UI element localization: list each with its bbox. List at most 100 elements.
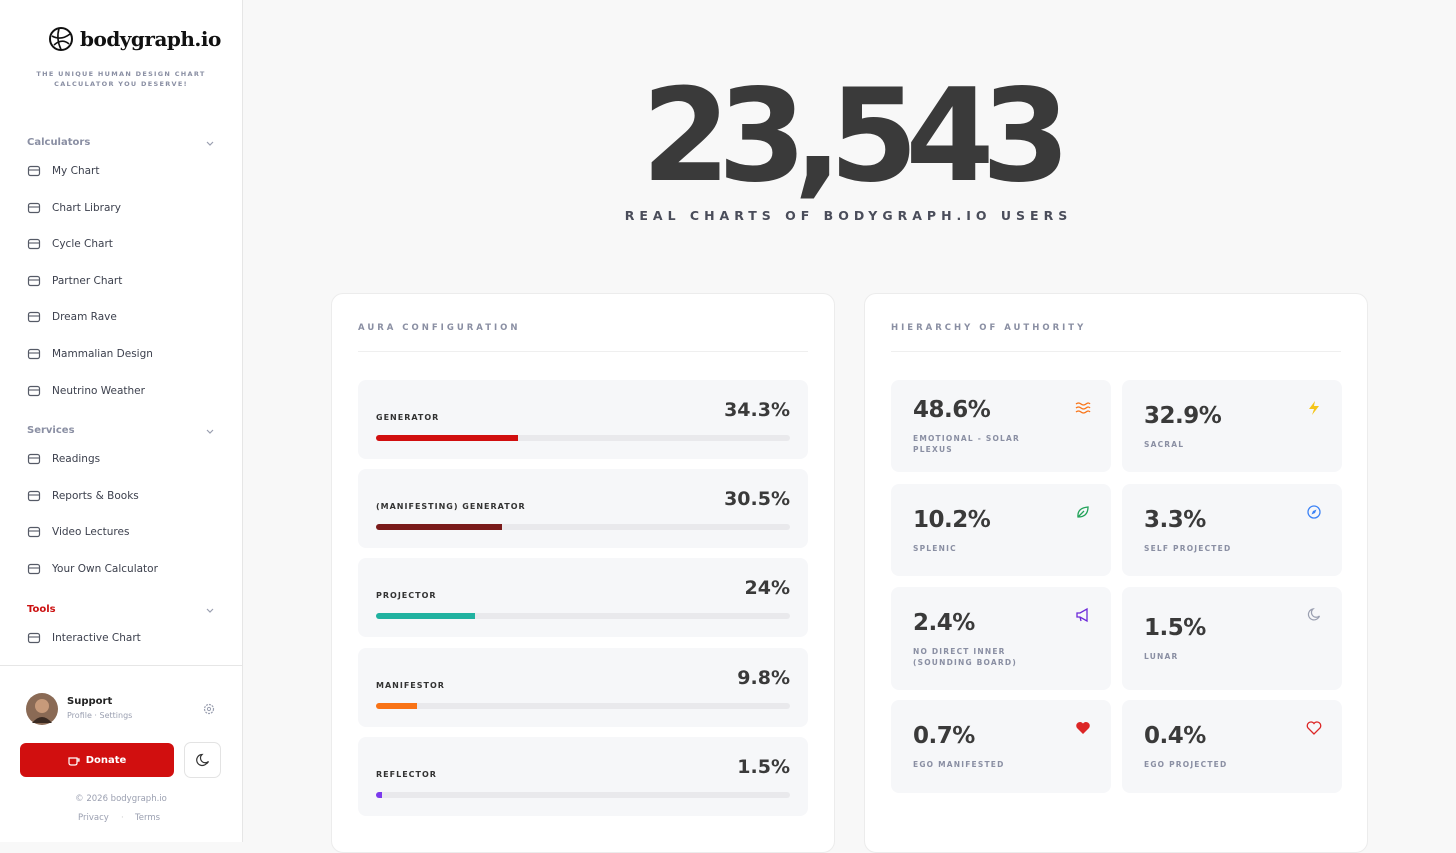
authority-icon xyxy=(1309,401,1319,415)
authority-icon xyxy=(1307,608,1321,621)
chart-count: 23,543 xyxy=(641,62,1071,211)
footer-link[interactable]: Privacy xyxy=(78,813,109,823)
authority-tile: 0.4% EGO PROJECTED xyxy=(1122,700,1342,793)
progress-fill xyxy=(376,524,503,531)
authority-value: 10.2% xyxy=(913,506,991,533)
count-caption: REAL CHARTS OF BODYGRAPH.IO USERS xyxy=(624,208,1073,223)
tagline: THE UNIQUE HUMAN DESIGN CHART CALCULATOR… xyxy=(36,70,206,88)
nav-item[interactable]: Your Own Calculator xyxy=(27,561,158,577)
nav-icon xyxy=(27,454,41,465)
progress-fill xyxy=(376,791,383,798)
authority-label: EGO MANIFESTED xyxy=(913,760,1005,769)
nav-item[interactable]: Chart Library xyxy=(27,200,121,216)
brand[interactable]: bodygraph.io xyxy=(48,26,221,52)
nav-icon xyxy=(27,385,41,396)
theme-toggle[interactable] xyxy=(184,742,221,778)
nav-item[interactable]: Readings xyxy=(27,451,100,467)
authority-label: LUNAR xyxy=(1144,652,1179,661)
aura-value: 9.8% xyxy=(737,666,790,689)
sidebar: bodygraph.io THE UNIQUE HUMAN DESIGN CHA… xyxy=(0,0,243,842)
nav-item[interactable]: Reports & Books xyxy=(27,488,139,504)
nav-item[interactable]: Neutrino Weather xyxy=(27,383,145,399)
divider xyxy=(358,351,808,352)
authority-icon xyxy=(1306,721,1322,735)
card-title: HIERARCHY OF AUTHORITY xyxy=(891,323,1087,333)
aura-value: 30.5% xyxy=(724,488,790,511)
authority-tile: 3.3% SELF PROJECTED xyxy=(1122,484,1342,576)
authority-icon xyxy=(1076,607,1088,623)
nav-label: Readings xyxy=(52,453,101,466)
footer-link[interactable]: Terms xyxy=(135,813,161,823)
aura-value: 34.3% xyxy=(724,399,790,421)
nav-item[interactable]: Mammalian Design xyxy=(27,346,153,362)
authority-tile: 32.9% SACRAL xyxy=(1122,380,1342,472)
brand-name: bodygraph.io xyxy=(80,27,221,51)
sidebar-footer: Support Profile · Settings Donate © 2026… xyxy=(0,665,242,842)
nav-icon xyxy=(27,275,41,286)
progress-fill xyxy=(376,702,417,709)
nav-item[interactable]: Dream Rave xyxy=(27,309,117,325)
nav-label: Cycle Chart xyxy=(52,238,113,251)
nav-item[interactable]: Cycle Chart xyxy=(27,236,113,252)
donate-button[interactable]: Donate xyxy=(20,743,174,777)
divider xyxy=(891,351,1341,352)
main: 23,543 REAL CHARTS OF BODYGRAPH.IO USERS… xyxy=(243,0,1456,853)
authority-value: 3.3% xyxy=(1144,506,1206,533)
authority-value: 2.4% xyxy=(913,609,975,636)
user-name[interactable]: Support xyxy=(67,696,113,707)
aura-label: MANIFESTOR xyxy=(376,680,445,690)
progress-track xyxy=(376,524,790,531)
aura-value: 1.5% xyxy=(737,755,790,778)
authority-tile: 48.6% EMOTIONAL - SOLAR PLEXUS xyxy=(891,380,1111,472)
authority-value: 0.7% xyxy=(913,723,975,749)
cup-icon xyxy=(68,756,80,766)
aura-row: (MANIFESTING) GENERATOR 30.5% xyxy=(358,469,808,549)
progress-track xyxy=(376,435,790,441)
nav-label: Reports & Books xyxy=(52,489,139,502)
nav-label: Your Own Calculator xyxy=(52,563,158,575)
authority-icon xyxy=(1075,402,1091,414)
nav-icon xyxy=(27,563,41,575)
aura-label: GENERATOR xyxy=(376,413,440,422)
authority-tile: 2.4% NO DIRECT INNER (SOUNDING BOARD) xyxy=(891,587,1111,690)
authority-card: HIERARCHY OF AUTHORITY 48.6% EMOTIONAL - … xyxy=(864,293,1368,853)
nav-section[interactable]: Calculators xyxy=(27,136,215,150)
settings-icon[interactable] xyxy=(203,703,215,715)
nav-item[interactable]: My Chart xyxy=(27,163,99,179)
aura-value: 24% xyxy=(744,577,790,600)
progress-fill xyxy=(376,435,518,441)
nav-section[interactable]: Services xyxy=(27,424,215,438)
nav-section[interactable]: Tools xyxy=(27,603,215,617)
moon-icon xyxy=(195,753,209,767)
authority-label: SACRAL xyxy=(1144,439,1185,449)
authority-value: 1.5% xyxy=(1144,615,1206,641)
authority-tile: 0.7% EGO MANIFESTED xyxy=(891,700,1111,793)
nav-icon xyxy=(27,165,41,177)
nav-label: Dream Rave xyxy=(52,311,117,324)
progress-track xyxy=(376,791,790,798)
nav-icon xyxy=(27,527,41,538)
authority-tile: 10.2% SPLENIC xyxy=(891,484,1111,576)
progress-fill xyxy=(376,613,476,620)
separator: · xyxy=(121,813,124,823)
authority-tile: 1.5% LUNAR xyxy=(1122,587,1342,690)
nav-item[interactable]: Interactive Chart xyxy=(27,630,141,646)
nav-item[interactable]: Video Lectures xyxy=(27,524,129,540)
aura-label: REFLECTOR xyxy=(376,769,437,779)
nav-label: Partner Chart xyxy=(52,274,123,287)
authority-value: 32.9% xyxy=(1144,402,1222,429)
donate-label: Donate xyxy=(85,754,127,766)
chevron-icon xyxy=(206,608,214,613)
authority-value: 48.6% xyxy=(913,397,991,423)
authority-icon xyxy=(1307,505,1321,519)
nav-icon xyxy=(27,348,41,360)
nav-item[interactable]: Partner Chart xyxy=(27,273,122,289)
authority-icon xyxy=(1076,722,1090,734)
user-links[interactable]: Profile · Settings xyxy=(67,711,133,720)
chevron-icon xyxy=(206,141,214,146)
nav-icon xyxy=(27,632,41,643)
progress-track xyxy=(376,613,790,620)
nav-icon xyxy=(27,239,41,250)
progress-track xyxy=(376,702,790,709)
